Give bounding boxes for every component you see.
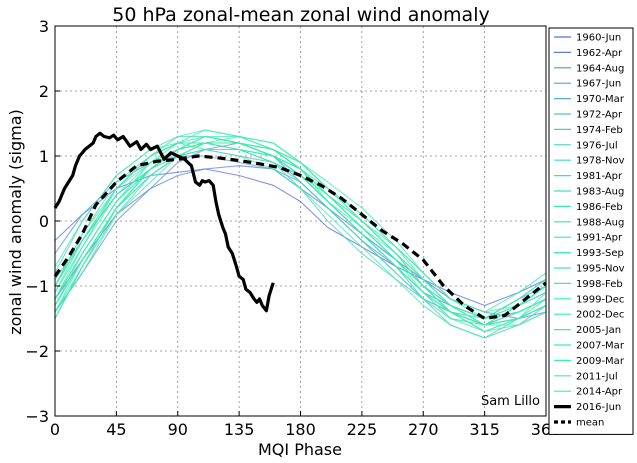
series-group xyxy=(53,129,547,339)
legend-label: 1962-Apr xyxy=(576,48,623,59)
legend-label: 1967-Jun xyxy=(576,79,621,90)
series-line-2014-Apr xyxy=(54,142,547,326)
legend-label: 2009-Mar xyxy=(576,356,625,367)
x-tick-label: 225 xyxy=(347,420,378,439)
series-line-2011-Jul xyxy=(54,135,547,333)
legend-label: 2016-Jun xyxy=(576,402,621,413)
legend-label: 2007-Mar xyxy=(576,341,625,352)
legend-label: 1976-Jul xyxy=(576,140,618,151)
x-tick-label: 45 xyxy=(106,420,126,439)
legend-label: 1988-Aug xyxy=(576,217,624,228)
legend-label: 1995-Nov xyxy=(576,264,625,275)
legend-label: 1981-Apr xyxy=(576,171,623,182)
y-tick-label: 1 xyxy=(39,147,49,166)
legend-label: mean xyxy=(576,418,604,429)
legend-label: 2002-Dec xyxy=(576,310,624,321)
legend-label: 1993-Sep xyxy=(576,248,624,259)
legend-label: 1999-Dec xyxy=(576,294,624,305)
y-tick-label: 2 xyxy=(39,82,49,101)
legend-box xyxy=(548,27,634,435)
legend: 1960-Jun 1962-Apr 1964-Aug 1967-Jun 1970-Mar… xyxy=(548,27,634,435)
y-tick-label: −1 xyxy=(25,277,49,296)
series-line-1995-Nov xyxy=(54,142,547,339)
legend-label: 1964-Aug xyxy=(576,63,624,74)
legend-label: 1978-Nov xyxy=(576,156,625,167)
legend-label: 1960-Jun xyxy=(576,33,621,44)
legend-label: 1986-Feb xyxy=(576,202,623,213)
legend-label: 1972-Apr xyxy=(576,110,623,121)
chart-title: 50 hPa zonal-mean zonal wind anomaly xyxy=(112,4,489,26)
legend-label: 1998-Feb xyxy=(576,279,623,290)
legend-label: 1970-Mar xyxy=(576,94,625,105)
x-tick-label: 0 xyxy=(50,420,60,439)
legend-label: 1983-Aug xyxy=(576,187,624,198)
legend-label: 2014-Apr xyxy=(576,387,623,398)
y-tick-label: 0 xyxy=(39,212,49,231)
x-tick-label: 270 xyxy=(408,420,439,439)
credit-label: Sam Lillo xyxy=(481,394,540,409)
series-line-2016-Jun xyxy=(53,131,275,313)
y-tick-label: 3 xyxy=(39,17,49,36)
y-tick-label: −3 xyxy=(25,407,49,426)
legend-label: 1974-Feb xyxy=(576,125,623,136)
legend-label: 1991-Apr xyxy=(576,233,623,244)
y-tick-label: −2 xyxy=(25,342,49,361)
x-tick-label: 315 xyxy=(469,420,500,439)
x-tick-label: 135 xyxy=(224,420,255,439)
legend-label: 2005-Jan xyxy=(576,325,621,336)
legend-label: 2011-Jul xyxy=(576,371,618,382)
series-line-mean xyxy=(53,154,547,321)
x-tick-label: 90 xyxy=(168,420,188,439)
x-axis-label: MQI Phase xyxy=(258,440,342,459)
y-axis-label: zonal wind anomaly (sigma) xyxy=(6,109,25,335)
x-tick-label: 180 xyxy=(285,420,316,439)
